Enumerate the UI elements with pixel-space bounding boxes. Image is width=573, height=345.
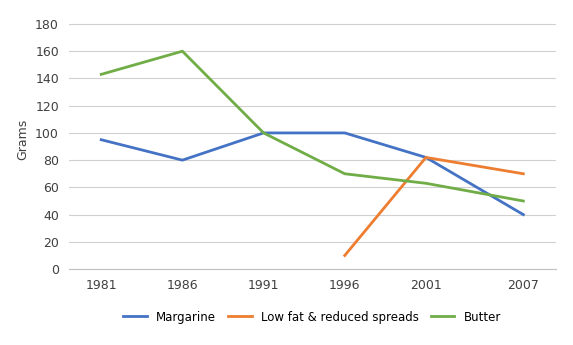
Low fat & reduced spreads — [422, 155, 429, 159]
Margarine — [422, 155, 429, 159]
Line: Butter: Butter — [101, 51, 523, 201]
Butter — [179, 49, 186, 53]
Butter — [98, 72, 105, 77]
Margarine — [342, 131, 348, 135]
Margarine — [520, 213, 527, 217]
Butter — [520, 199, 527, 203]
Butter — [342, 172, 348, 176]
Low fat & reduced spreads — [342, 254, 348, 258]
Y-axis label: Grams: Grams — [17, 119, 30, 160]
Margarine — [179, 158, 186, 162]
Line: Low fat & reduced spreads: Low fat & reduced spreads — [345, 157, 523, 256]
Margarine — [98, 138, 105, 142]
Line: Margarine: Margarine — [101, 133, 523, 215]
Butter — [260, 131, 267, 135]
Legend: Margarine, Low fat & reduced spreads, Butter: Margarine, Low fat & reduced spreads, Bu… — [119, 306, 506, 328]
Low fat & reduced spreads — [520, 172, 527, 176]
Butter — [422, 181, 429, 185]
Margarine — [260, 131, 267, 135]
